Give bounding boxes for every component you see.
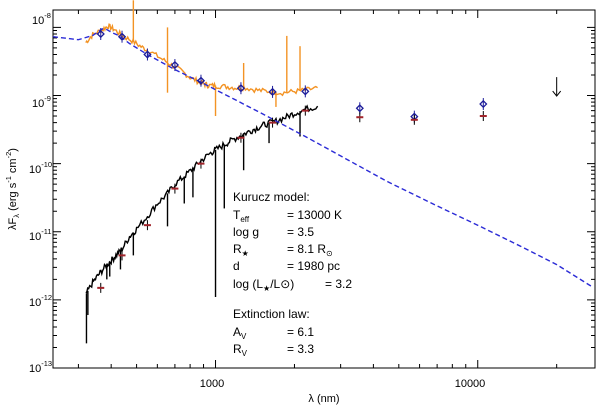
param-rv-label: RV xyxy=(233,342,248,358)
x-tick-label-10000: 10000 xyxy=(455,378,486,390)
photometry-dereddened-point xyxy=(143,50,152,59)
param-luminosity-value: = 3.2 xyxy=(325,277,352,291)
annotation-box: Kurucz model: Teff = 13000 K log g = 3.5… xyxy=(233,190,352,358)
param-logg-value: = 3.5 xyxy=(287,225,314,239)
photometry-dereddened-point xyxy=(236,84,246,93)
param-teff-label: Teff xyxy=(233,208,250,224)
y-tick-label-1e-12: 10-12 xyxy=(29,293,52,309)
param-logg-label: log g xyxy=(233,225,259,239)
y-tick-label-1e-8: 10-8 xyxy=(32,11,51,27)
x-axis-label: λ (nm) xyxy=(308,393,339,405)
upper-limit-arrow-head xyxy=(552,90,562,97)
param-luminosity-label: log (L★/L⊙) xyxy=(233,277,294,293)
photometry-dereddened-point xyxy=(170,60,180,70)
y-tick-label-1e-9: 10-9 xyxy=(32,94,51,110)
y-tick-labels: 10-13 10-12 10-11 10-10 10-9 10-8 xyxy=(29,11,52,375)
photometry-dereddened-point xyxy=(479,99,488,109)
x-tick-label-1000: 1000 xyxy=(200,378,224,390)
series-layer xyxy=(52,0,592,344)
photometry-dereddened-point xyxy=(268,87,277,97)
param-av-label: AV xyxy=(233,325,247,341)
observed-spectrum-line xyxy=(85,104,319,294)
param-radius-label: R★ xyxy=(233,242,249,258)
plot-frame xyxy=(52,9,596,369)
y-axis-label: λFλ (erg s-1 cm-2) xyxy=(4,148,21,230)
y-tick-label-1e-13: 10-13 xyxy=(29,359,52,375)
y-tick-label-1e-10: 10-10 xyxy=(29,160,52,176)
y-tick-label-1e-11: 10-11 xyxy=(29,227,52,243)
photometry-dereddened-point xyxy=(196,76,206,85)
x-axis-ticks xyxy=(77,10,558,368)
param-distance-value: = 1980 pc xyxy=(287,259,340,273)
photometry-dereddened-point xyxy=(355,104,364,113)
param-rv-value: = 3.3 xyxy=(287,342,314,356)
param-distance-label: d xyxy=(233,259,240,273)
photometry-dereddened-point xyxy=(96,29,105,39)
param-teff-value: = 13000 K xyxy=(287,208,342,222)
annotation-title: Kurucz model: xyxy=(233,190,310,204)
dereddened-spectrum-line xyxy=(85,23,318,97)
marker-layer xyxy=(96,27,562,293)
photometry-dereddened-point xyxy=(117,32,127,41)
param-av-value: = 6.1 xyxy=(287,325,314,339)
photometry-dereddened-point xyxy=(301,87,310,96)
param-radius-value: = 8.1 R⊙ xyxy=(287,242,333,258)
extinction-title: Extinction law: xyxy=(233,307,310,321)
y-axis-ticks xyxy=(53,26,595,369)
